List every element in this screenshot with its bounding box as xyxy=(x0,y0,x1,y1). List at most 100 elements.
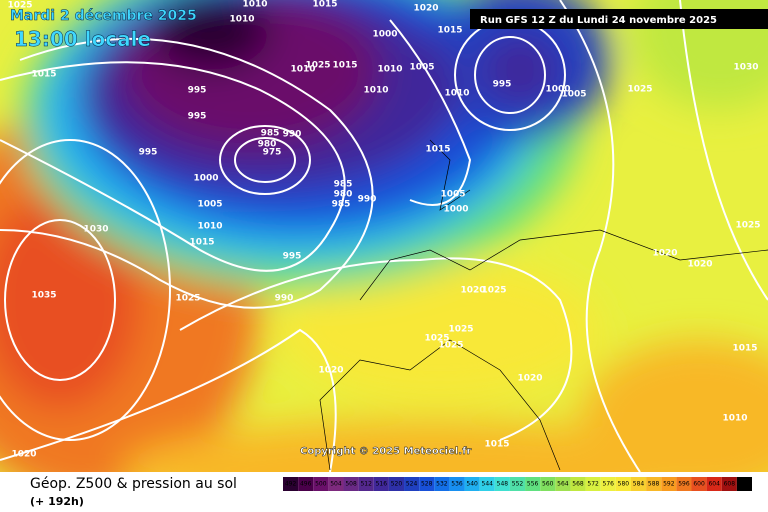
scale-cell xyxy=(600,477,616,491)
scale-cell xyxy=(630,477,647,491)
isobar-label: 995 xyxy=(188,112,207,122)
scale-cell xyxy=(676,477,692,491)
isobar-label: 1025 xyxy=(448,325,473,335)
isobar-label: 995 xyxy=(188,86,207,96)
scale-label: 508 xyxy=(345,481,357,488)
scale-label: 544 xyxy=(482,481,494,488)
scale-cell xyxy=(691,477,707,491)
isobar-label: 1025 xyxy=(7,1,32,11)
isobar-label: 1025 xyxy=(735,221,760,231)
isobar-label: 985 xyxy=(334,180,353,190)
isobar-label: 1015 xyxy=(332,61,357,71)
isobar-label: 990 xyxy=(275,294,294,304)
scale-cell xyxy=(328,477,344,491)
scale-label: 600 xyxy=(693,481,705,488)
isobar-label: 1020 xyxy=(11,450,36,460)
isobar-label: 1025 xyxy=(175,294,200,304)
color-scale: 492 496 500 504 508 512 516 520 524 528 532 536 540 5… xyxy=(283,477,752,491)
copyright: Copyright © 2025 Meteociel.fr xyxy=(300,446,471,457)
isobar-label: 975 xyxy=(263,148,282,158)
scale-label: 528 xyxy=(421,481,433,488)
scale-label: 516 xyxy=(376,481,388,488)
scale-label: 568 xyxy=(572,481,584,488)
scale-label: 596 xyxy=(678,481,690,488)
isobar-label: 1010 xyxy=(242,0,267,10)
scale-label: 552 xyxy=(512,481,524,488)
isobar-label: 1020 xyxy=(517,374,542,384)
scale-cell xyxy=(283,477,299,491)
scale-cell xyxy=(404,477,420,491)
scale-cell xyxy=(419,477,435,491)
isobar-label: 1010 xyxy=(377,65,402,75)
isobar-label: 1000 xyxy=(193,174,218,184)
scale-cell xyxy=(736,477,752,491)
scale-cell xyxy=(449,477,465,491)
isobar-label: 990 xyxy=(283,130,302,140)
scale-cell xyxy=(494,477,510,491)
scale-label: 564 xyxy=(557,481,569,488)
scale-cell xyxy=(479,477,495,491)
isobar-label: 1010 xyxy=(363,86,388,96)
isobar-label: 990 xyxy=(358,195,377,205)
scale-cell xyxy=(661,477,677,491)
scale-cell xyxy=(464,477,480,491)
scale-cell xyxy=(585,477,601,491)
scale-label: 492 xyxy=(285,481,297,488)
scale-cell xyxy=(570,477,586,491)
scale-label: 584 xyxy=(633,481,645,488)
isobar-label: 1025 xyxy=(481,286,506,296)
scale-label: 588 xyxy=(648,481,660,488)
scale-label: 572 xyxy=(587,481,599,488)
isobar-label: 1010 xyxy=(290,65,315,75)
scale-cell xyxy=(434,477,450,491)
scale-label: 580 xyxy=(618,481,630,488)
isobar-label: 1015 xyxy=(484,440,509,450)
isobar-label: 1025 xyxy=(627,85,652,95)
scale-label: 504 xyxy=(330,481,342,488)
isobar-label: 1005 xyxy=(440,190,465,200)
isobars xyxy=(0,0,768,472)
isobar-label: 1005 xyxy=(197,200,222,210)
scale-label: 556 xyxy=(527,481,539,488)
isobar-label: 1020 xyxy=(413,4,438,14)
isobar-label: 1000 xyxy=(443,205,468,215)
scale-label: 560 xyxy=(542,481,554,488)
scale-cell xyxy=(615,477,631,491)
isobar-label: 995 xyxy=(283,252,302,262)
scale-label: 536 xyxy=(451,481,463,488)
isobar-label: 1020 xyxy=(652,249,677,259)
isobar-label: 1010 xyxy=(197,222,222,232)
isobar-label: 1015 xyxy=(312,0,337,10)
scale-cell xyxy=(525,477,541,491)
time-label: 13:00 locale xyxy=(14,27,151,51)
scale-cell xyxy=(706,477,722,491)
isobar-label: 1005 xyxy=(561,90,586,100)
isobar-label: 1010 xyxy=(722,414,747,424)
scale-cell xyxy=(388,477,405,491)
isobar-label: 1015 xyxy=(31,70,56,80)
isobar-label: 1020 xyxy=(318,366,343,376)
isobar-label: 1000 xyxy=(372,30,397,40)
isobar-label: 1015 xyxy=(425,145,450,155)
scale-cell xyxy=(721,477,737,491)
scale-label: 512 xyxy=(360,481,372,488)
isobar-label: 1020 xyxy=(460,286,485,296)
scale-label: 496 xyxy=(300,481,312,488)
isobar-label: 980 xyxy=(334,190,353,200)
scale-label: 548 xyxy=(497,481,509,488)
isobar-label: 1010 xyxy=(229,15,254,25)
scale-cell xyxy=(555,477,571,491)
isobar-label: 1030 xyxy=(733,63,758,73)
footer-lead: (+ 192h) xyxy=(30,495,84,508)
isobar-label: 1025 xyxy=(438,341,463,351)
coastlines xyxy=(319,139,768,471)
scale-cell xyxy=(373,477,389,491)
run-label: Run GFS 12 Z du Lundi 24 novembre 2025 xyxy=(480,15,717,26)
isobar-label: 1015 xyxy=(732,344,757,354)
isobar-label: 995 xyxy=(493,80,512,90)
scale-cell xyxy=(358,477,374,491)
scale-label: 532 xyxy=(436,481,448,488)
scale-label: 576 xyxy=(603,481,615,488)
